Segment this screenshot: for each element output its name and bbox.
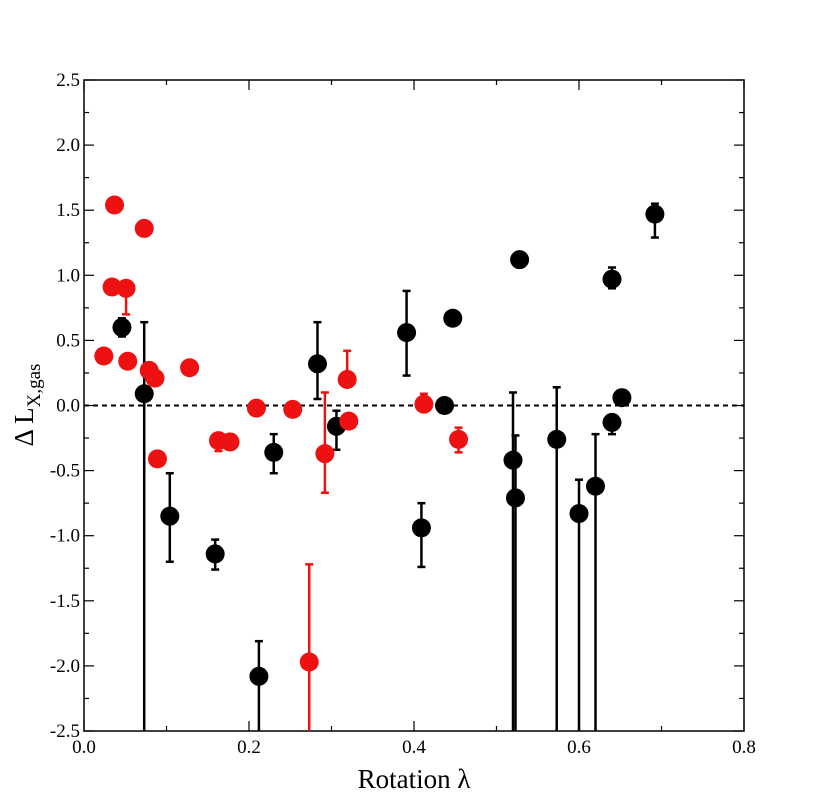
data-point-red (449, 429, 469, 449)
error-bar (305, 563, 314, 731)
data-point-red (220, 432, 240, 452)
data-point-black (205, 544, 225, 564)
data-point-red (414, 394, 434, 414)
data-point-black (505, 488, 525, 508)
data-point-black (503, 450, 523, 470)
data-point-black (612, 388, 632, 408)
svg-text:Δ LX,gas: Δ LX,gas (9, 364, 45, 447)
data-point-red (118, 351, 138, 371)
data-point-black (602, 269, 622, 289)
data-point-black (443, 308, 463, 328)
data-point-red (180, 358, 200, 378)
axis-tick-labels: 0.0 0.2 0.4 0.6 0.8 2.5 2.0 1.5 1.0 0.5 0.0 -0.5 -1.… (50, 70, 756, 758)
y-axis-title-main: Δ L (9, 407, 39, 446)
y-axis-title-subscript: X,gas (24, 364, 45, 408)
y-tick-label: 2.5 (56, 70, 80, 91)
y-tick-label: 1.0 (56, 265, 80, 286)
data-point-red (105, 195, 125, 215)
y-tick-label: -0.5 (50, 461, 80, 482)
error-bars (102, 202, 659, 731)
data-point-black (264, 442, 284, 462)
data-point-red (145, 368, 165, 388)
data-point-black (547, 429, 567, 449)
error-bar (254, 639, 263, 731)
y-tick-label: -1.0 (50, 526, 80, 547)
data-point-black (160, 506, 180, 526)
y-tick-label: 1.5 (56, 200, 80, 221)
data-point-red (147, 449, 167, 469)
x-tick-label: 0.4 (402, 737, 426, 758)
data-point-black (602, 412, 622, 432)
error-bar (509, 391, 517, 731)
y-tick-label: -2.0 (50, 656, 80, 677)
data-point-black (569, 504, 589, 524)
data-point-red (246, 398, 266, 418)
y-tick-label: 0.5 (56, 330, 80, 351)
data-point-red (94, 346, 114, 366)
data-point-black (134, 384, 154, 404)
data-point-black (510, 250, 530, 270)
data-point-black (249, 666, 269, 686)
data-point-red (339, 411, 359, 431)
x-tick-label: 0.6 (567, 737, 591, 758)
data-points (94, 195, 665, 686)
data-point-red (283, 399, 303, 419)
data-point-black (411, 518, 431, 538)
x-axis-title: Rotation λ (358, 764, 471, 794)
data-point-red (315, 444, 335, 464)
y-tick-label: -2.5 (50, 721, 80, 742)
x-tick-label: 0.2 (237, 737, 261, 758)
data-point-black (435, 396, 455, 415)
data-point-black (397, 323, 417, 343)
data-point-red (337, 369, 357, 389)
data-point-black (645, 204, 665, 224)
y-tick-label: 2.0 (56, 135, 80, 156)
y-tick-label: 0.0 (56, 396, 80, 417)
data-point-red (116, 278, 136, 298)
data-point-black (112, 317, 132, 337)
y-axis-title: Δ LX,gas (9, 364, 45, 447)
x-tick-label: 0.0 (72, 737, 96, 758)
y-tick-label: -1.5 (50, 591, 80, 612)
data-point-black (586, 476, 605, 496)
error-bar (511, 434, 520, 731)
data-point-black (307, 354, 327, 374)
data-point-red (299, 652, 319, 672)
error-bar (140, 320, 149, 731)
error-bar (320, 391, 329, 494)
data-point-red (134, 218, 154, 238)
x-tick-label: 0.8 (732, 737, 756, 758)
data-point-red (102, 277, 122, 297)
